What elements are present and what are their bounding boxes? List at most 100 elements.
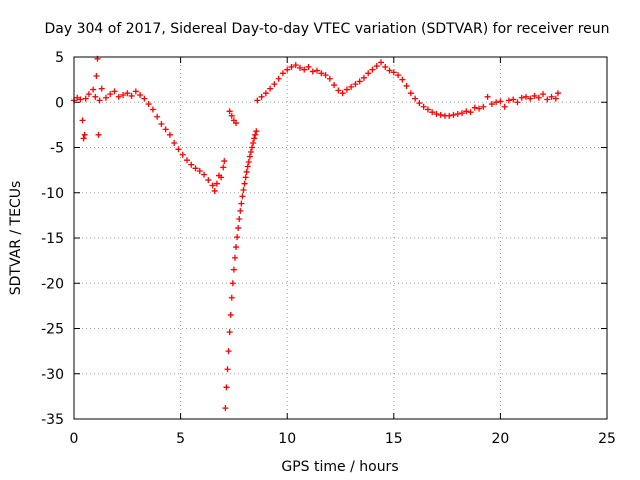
data-point [107, 91, 114, 98]
data-point [79, 117, 86, 124]
data-point [242, 174, 249, 181]
data-point [95, 131, 102, 138]
data-point [365, 70, 372, 77]
data-point [77, 96, 84, 103]
data-point [145, 101, 152, 108]
data-point [343, 86, 350, 93]
data-point [535, 94, 542, 101]
data-point [314, 67, 321, 74]
x-tick-label: 5 [176, 431, 185, 447]
data-point [234, 234, 241, 241]
data-point [230, 266, 237, 273]
data-point [228, 294, 235, 301]
data-point [183, 157, 190, 164]
data-point [188, 161, 195, 168]
data-point [267, 85, 274, 92]
y-tick-label: -10 [41, 186, 64, 202]
data-point [196, 168, 203, 175]
grid-lines [74, 57, 607, 419]
data-point [271, 81, 278, 88]
data-point [223, 384, 230, 391]
data-point [262, 90, 269, 97]
data-point [488, 101, 495, 108]
data-point [352, 81, 359, 88]
data-point [326, 75, 333, 82]
data-point [471, 104, 478, 111]
data-point [305, 63, 312, 70]
x-tick-label: 15 [385, 431, 403, 447]
y-tick-label: -35 [41, 412, 64, 428]
data-point [531, 92, 538, 99]
data-point [228, 112, 235, 119]
data-point [209, 182, 216, 189]
data-point [175, 146, 182, 153]
data-point [85, 91, 92, 98]
y-tick-label: -5 [50, 141, 64, 157]
data-point [390, 69, 397, 76]
y-tick-label: -15 [41, 231, 64, 247]
y-tick-label: -30 [41, 367, 64, 383]
data-point [497, 98, 504, 105]
data-point [231, 254, 238, 261]
data-point [386, 67, 393, 74]
data-point [166, 131, 173, 138]
data-point [226, 329, 233, 336]
data-point [251, 135, 258, 142]
data-point [213, 180, 220, 187]
data-point [480, 103, 487, 110]
data-point [296, 64, 303, 71]
data-point [252, 131, 259, 138]
data-point [124, 90, 131, 97]
data-point [318, 70, 325, 77]
data-point [239, 193, 246, 200]
data-point [221, 158, 228, 165]
data-point [115, 93, 122, 100]
data-point [247, 149, 254, 156]
data-point [227, 311, 234, 318]
data-point [437, 111, 444, 118]
data-point [348, 83, 355, 90]
data-point [218, 174, 225, 181]
x-tick-label: 10 [278, 431, 296, 447]
data-point [90, 86, 97, 93]
data-point [93, 73, 100, 80]
data-point [233, 244, 240, 251]
data-point [141, 95, 148, 102]
data-point [463, 108, 470, 115]
data-point [250, 139, 257, 146]
data-point [459, 110, 466, 117]
data-point [378, 59, 385, 66]
data-point [505, 97, 512, 104]
data-point [467, 109, 474, 116]
data-point [548, 93, 555, 100]
data-point [171, 139, 178, 146]
data-point [120, 92, 127, 99]
data-point [540, 91, 547, 98]
axis-ticks [73, 56, 608, 420]
data-point [527, 95, 534, 102]
data-point [484, 93, 491, 100]
data-point [446, 112, 453, 119]
data-point [416, 100, 423, 107]
data-point [399, 76, 406, 83]
data-point [240, 187, 247, 194]
y-axis-label: SDTVAR / TECUs [8, 181, 24, 296]
y-tick-label: -20 [41, 276, 64, 292]
data-point [235, 225, 242, 232]
x-tick-label: 25 [598, 431, 616, 447]
data-point [288, 63, 295, 70]
data-point [162, 126, 169, 133]
data-point [433, 111, 440, 118]
data-point [246, 153, 253, 160]
x-tick-label: 20 [491, 431, 509, 447]
data-point [395, 72, 402, 79]
data-point [522, 93, 529, 100]
data-point [158, 120, 165, 127]
data-point [236, 215, 243, 222]
data-point [382, 63, 389, 70]
data-point [81, 131, 88, 138]
data-point [222, 405, 229, 412]
data-point [292, 62, 299, 69]
data-point [552, 95, 559, 102]
data-point [420, 103, 427, 110]
